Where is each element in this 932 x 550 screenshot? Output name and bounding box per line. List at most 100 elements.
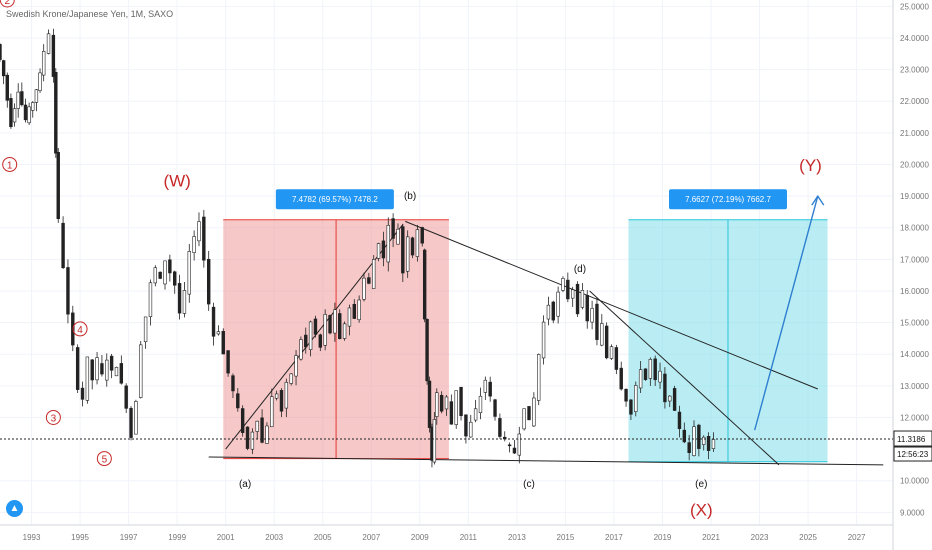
countdown-tag bbox=[893, 446, 932, 462]
candle-body bbox=[541, 321, 546, 359]
candle-body bbox=[114, 367, 119, 377]
candle-body bbox=[357, 299, 361, 321]
price-tick-label: 25.0000 bbox=[900, 2, 929, 11]
candle-body bbox=[308, 321, 313, 350]
time-tick-label: 2017 bbox=[605, 533, 623, 542]
candle-body bbox=[386, 225, 390, 263]
wave-label: (a) bbox=[239, 479, 251, 490]
candle-body bbox=[12, 108, 17, 123]
price-tick-label: 19.0000 bbox=[900, 192, 929, 201]
candle-body bbox=[148, 282, 153, 317]
candle-body bbox=[420, 227, 424, 244]
candle-body bbox=[182, 290, 187, 314]
price-tick-label: 13.0000 bbox=[900, 382, 929, 391]
wave-label-circle bbox=[0, 0, 15, 8]
candle-body bbox=[391, 218, 395, 239]
time-tick-label: 2007 bbox=[362, 533, 380, 542]
time-tick-label: 1999 bbox=[168, 533, 186, 542]
candle-body bbox=[119, 363, 124, 384]
candle-body bbox=[658, 370, 662, 383]
candle-body bbox=[677, 411, 682, 430]
candle-body bbox=[444, 396, 449, 410]
candle-body bbox=[289, 373, 293, 384]
candle-body bbox=[546, 304, 551, 320]
candle-body bbox=[648, 359, 653, 379]
wave-label: 5 bbox=[102, 455, 108, 466]
candle-body bbox=[367, 277, 371, 284]
candle-body bbox=[415, 229, 420, 257]
price-tick-label: 16.0000 bbox=[900, 287, 929, 296]
price-tick-label: 17.0000 bbox=[900, 255, 929, 264]
candle-body bbox=[672, 388, 677, 411]
candle-body bbox=[27, 106, 31, 124]
candle-body bbox=[323, 314, 327, 346]
time-tick-label: 2027 bbox=[848, 533, 866, 542]
candle-body bbox=[634, 385, 638, 412]
candle-body bbox=[221, 330, 225, 355]
tradingview-logo-icon[interactable]: ▲ bbox=[6, 500, 23, 517]
candle-body bbox=[46, 33, 51, 54]
candle-body bbox=[90, 359, 94, 381]
candle-body bbox=[537, 354, 541, 401]
candle-body bbox=[687, 442, 691, 453]
candle-body bbox=[469, 421, 473, 438]
candle-body bbox=[231, 375, 235, 392]
candle-body bbox=[692, 426, 696, 456]
price-tick-label: 18.0000 bbox=[900, 224, 929, 233]
candle-body bbox=[109, 355, 114, 371]
time-tick-label: 2019 bbox=[654, 533, 672, 542]
candle-body bbox=[294, 355, 298, 377]
wave-label-circle bbox=[2, 156, 18, 172]
candle-body bbox=[270, 396, 274, 428]
candle-body bbox=[405, 236, 410, 272]
wave-label: 3 bbox=[51, 413, 57, 424]
candle-body bbox=[333, 309, 337, 334]
projection-label-bg bbox=[668, 189, 787, 210]
candle-body bbox=[682, 429, 687, 443]
candle-body bbox=[532, 397, 536, 427]
candle-body bbox=[527, 406, 531, 421]
candle-body bbox=[604, 325, 609, 359]
candle-body bbox=[517, 433, 521, 456]
candle-body bbox=[100, 363, 104, 375]
candle-body bbox=[0, 44, 2, 60]
wave-label: (b) bbox=[404, 191, 416, 202]
candle-body bbox=[575, 283, 580, 315]
candle-body bbox=[23, 104, 28, 121]
candle-body bbox=[396, 228, 400, 245]
candle-body bbox=[522, 408, 526, 430]
trendline bbox=[405, 220, 818, 390]
candle-body bbox=[432, 419, 437, 463]
candle-body bbox=[197, 221, 201, 242]
candle-body bbox=[585, 295, 589, 322]
price-tick-label: 9.0000 bbox=[900, 508, 925, 517]
candle-body bbox=[556, 291, 560, 317]
candle-body bbox=[31, 102, 35, 111]
candle-body bbox=[362, 277, 366, 300]
candle-body bbox=[381, 240, 386, 259]
candle-body bbox=[80, 387, 85, 400]
candle-body bbox=[240, 408, 245, 433]
time-tick-label: 2013 bbox=[508, 533, 526, 542]
candle-body bbox=[163, 260, 167, 285]
candle-body bbox=[711, 439, 716, 449]
wave-label-circle bbox=[72, 321, 88, 337]
last-price-tag bbox=[893, 430, 932, 447]
price-tick-label: 15.0000 bbox=[900, 319, 929, 328]
candle-body bbox=[473, 408, 478, 421]
wave-label: 1 bbox=[7, 160, 13, 171]
candle-body bbox=[177, 283, 182, 314]
candle-body bbox=[697, 424, 701, 449]
candle-body bbox=[124, 385, 128, 409]
candle-body bbox=[226, 350, 230, 374]
candle-body bbox=[507, 444, 512, 447]
candle-body bbox=[629, 399, 633, 415]
candle-body bbox=[95, 357, 99, 381]
candle-body bbox=[619, 367, 623, 390]
symbol-title: Swedish Krone/Japanese Yen, 1M, SAXO bbox=[6, 9, 174, 19]
projection-label: 7.4782 (69.57%) 7478.2 bbox=[292, 195, 378, 204]
candle-body bbox=[643, 368, 648, 380]
candle-body bbox=[54, 72, 58, 154]
projection-arrow-line bbox=[754, 195, 819, 431]
